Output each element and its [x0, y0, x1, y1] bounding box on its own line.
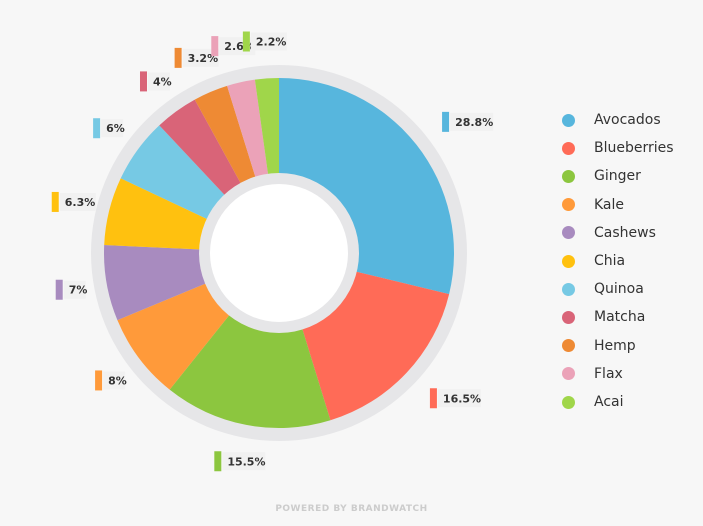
- data-label-quinoa: 6%: [106, 122, 125, 135]
- legend-dot-icon: [562, 310, 575, 324]
- data-label-chia: 6.3%: [65, 196, 96, 209]
- callout-background: [63, 280, 86, 299]
- callout-cashews: 7%: [55, 279, 88, 300]
- slice-kale[interactable]: [117, 279, 236, 390]
- data-label-kale: 8%: [108, 374, 127, 387]
- legend-item-chia[interactable]: Chia: [562, 250, 625, 272]
- callout-color-marker: [211, 36, 219, 57]
- legend-dot-icon: [562, 169, 575, 183]
- callout-color-marker: [429, 388, 437, 409]
- legend-item-flax[interactable]: Flax: [562, 363, 623, 385]
- slice-cashews[interactable]: [103, 245, 216, 321]
- legend-dot-icon: [562, 339, 575, 353]
- legend-label: Cashews: [594, 224, 656, 241]
- data-label-matcha: 4%: [153, 75, 172, 88]
- data-label-acai: 2.2%: [256, 36, 287, 49]
- legend-dot-icon: [562, 367, 575, 381]
- legend-dot-icon: [562, 198, 575, 212]
- slice-avocados[interactable]: [279, 78, 454, 295]
- callout-color-marker: [55, 279, 63, 300]
- callout-color-marker: [51, 191, 59, 212]
- legend-dot-icon: [562, 226, 575, 240]
- slice-hemp[interactable]: [194, 85, 259, 193]
- legend-item-ginger[interactable]: Ginger: [562, 165, 641, 187]
- callout-blueberries: 16.5%: [429, 388, 481, 409]
- slice-acai[interactable]: [254, 78, 279, 185]
- legend-dot-icon: [562, 282, 575, 296]
- callout-color-marker: [242, 31, 250, 52]
- slice-ginger[interactable]: [169, 306, 331, 429]
- legend-item-matcha[interactable]: Matcha: [562, 306, 645, 328]
- legend-label: Avocados: [594, 112, 661, 128]
- callout-color-marker: [93, 118, 101, 139]
- legend-item-hemp[interactable]: Hemp: [562, 335, 636, 357]
- callout-color-marker: [174, 47, 182, 68]
- data-label-blueberries: 16.5%: [443, 392, 481, 405]
- donut-hole: [210, 184, 348, 322]
- data-label-cashews: 7%: [69, 284, 88, 297]
- legend-dot-icon: [562, 141, 575, 155]
- callout-kale: 8%: [95, 370, 127, 391]
- slice-quinoa[interactable]: [120, 125, 232, 224]
- data-label-hemp: 3.2%: [188, 52, 219, 65]
- legend-item-kale[interactable]: Kale: [562, 194, 624, 216]
- callout-background: [59, 192, 96, 211]
- legend-dot-icon: [562, 113, 575, 127]
- legend-label: Hemp: [594, 337, 636, 354]
- slice-matcha[interactable]: [159, 99, 246, 203]
- legend-item-blueberries[interactable]: Blueberries: [562, 137, 674, 159]
- footer-brand: POWERED BY BRANDWATCH: [275, 504, 428, 514]
- legend-label: Chia: [594, 253, 626, 269]
- callout-color-marker: [95, 370, 103, 391]
- legend-label: Kale: [594, 196, 625, 213]
- data-label-flax: 2.6%: [224, 40, 255, 53]
- slice-flax[interactable]: [227, 79, 270, 188]
- callout-background: [450, 112, 494, 131]
- legend-label: Flax: [594, 365, 623, 382]
- callout-chia: 6.3%: [51, 191, 96, 212]
- callout-ginger: 15.5%: [214, 451, 266, 472]
- legend-item-quinoa[interactable]: Quinoa: [562, 278, 644, 300]
- callout-color-marker: [214, 451, 222, 472]
- callout-background: [101, 119, 124, 138]
- callout-background: [222, 452, 266, 471]
- legend-dot-icon: [562, 395, 575, 409]
- callout-avocados: 28.8%: [442, 111, 494, 132]
- legend-label: Ginger: [594, 168, 641, 185]
- legend-item-avocados[interactable]: Avocados: [562, 109, 661, 131]
- callout-quinoa: 6%: [93, 118, 125, 139]
- callout-background: [103, 371, 126, 390]
- data-label-ginger: 15.5%: [227, 455, 265, 468]
- legend-dot-icon: [562, 254, 575, 268]
- callout-color-marker: [442, 111, 450, 132]
- legend-item-acai[interactable]: Acai: [562, 391, 624, 413]
- callout-background: [182, 48, 219, 67]
- legend-label: Quinoa: [594, 281, 644, 298]
- callout-background: [437, 389, 481, 408]
- legend-label: Blueberries: [594, 140, 674, 157]
- callout-hemp: 3.2%: [174, 47, 219, 68]
- callout-color-marker: [139, 71, 147, 92]
- data-label-avocados: 28.8%: [455, 116, 493, 129]
- callout-background: [250, 32, 287, 51]
- legend-item-cashews[interactable]: Cashews: [562, 222, 656, 244]
- callout-background: [147, 72, 170, 91]
- slice-chia[interactable]: [104, 178, 217, 250]
- callout-acai: 2.2%: [242, 31, 287, 52]
- legend-label: Acai: [594, 394, 624, 410]
- legend-label: Matcha: [594, 309, 646, 326]
- callout-matcha: 4%: [139, 71, 172, 92]
